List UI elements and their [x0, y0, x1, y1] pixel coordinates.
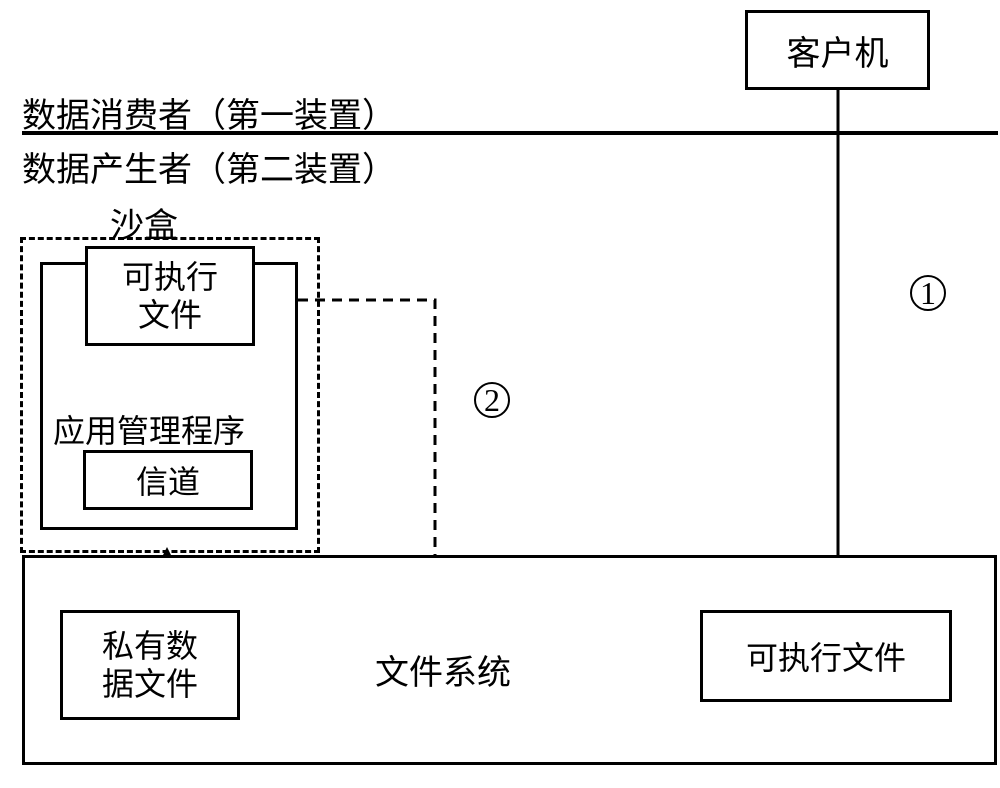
private-data-label: 私有数 据文件	[102, 627, 198, 704]
executable-fs-box: 可执行文件	[700, 610, 952, 702]
executable-inner-label: 可执行 文件	[122, 258, 218, 335]
marker-one-icon: 1	[910, 275, 946, 311]
executable-fs-label: 可执行文件	[746, 633, 906, 679]
marker-two-label: 2	[484, 382, 500, 419]
marker-one-label: 1	[920, 275, 936, 312]
client-label: 客户机	[787, 26, 889, 75]
private-data-box: 私有数 据文件	[60, 610, 240, 720]
file-system-label: 文件系统	[375, 645, 511, 694]
app-manager-label: 应用管理程序	[53, 406, 245, 452]
marker-two-icon: 2	[474, 382, 510, 418]
channel-box: 信道	[83, 450, 253, 510]
client-box: 客户机	[745, 10, 930, 90]
data-consumer-label: 数据消费者（第一装置）	[22, 88, 396, 137]
data-producer-label: 数据产生者（第二装置）	[22, 142, 396, 191]
channel-label: 信道	[136, 457, 200, 503]
executable-inner-box: 可执行 文件	[85, 246, 255, 346]
